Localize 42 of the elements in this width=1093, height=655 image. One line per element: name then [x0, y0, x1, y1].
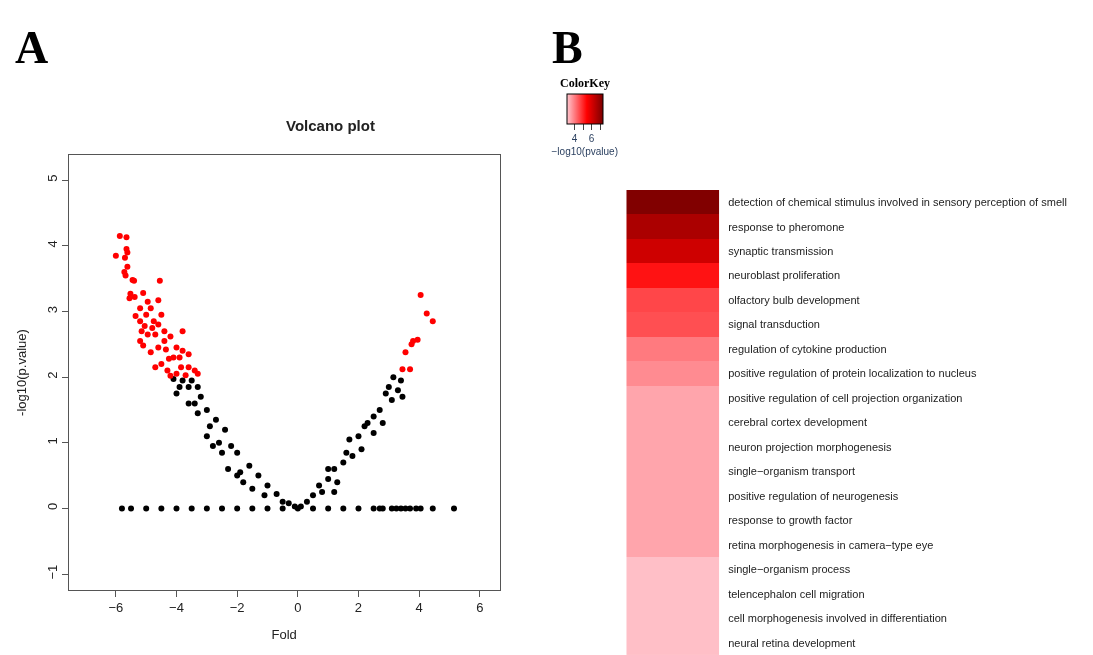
y-tick-label: positive regulation of cell projection organization — [728, 391, 963, 404]
y-tick-label: 0 — [44, 502, 60, 511]
color-bar-label: 4 — [571, 133, 578, 144]
y-tick-label: regulation of cytokine production — [728, 342, 887, 355]
y-tick-label: neuron projection morphogenesis — [728, 440, 892, 453]
y-tick-label: synaptic transmission — [728, 244, 834, 257]
y-tick-label: cerebral cortex development — [728, 416, 867, 429]
color-bar-title: −log10(pvalue) — [551, 146, 618, 157]
text: ColorKey — [560, 76, 610, 90]
color-bar-label: 6 — [588, 133, 595, 144]
text: B — [552, 22, 583, 73]
y-tick-label: 2 — [44, 371, 60, 379]
x-tick-label: −6 — [108, 600, 124, 616]
y-tick-label: single−organism transport — [728, 465, 856, 478]
y-tick-label: 5 — [44, 174, 60, 182]
y-axis-title: -log10(p.value) — [13, 329, 29, 416]
y-tick-label: signal transduction — [728, 318, 820, 331]
y-tick-label: positive regulation of neurogenesis — [728, 489, 899, 502]
text: A — [15, 22, 49, 73]
y-tick-label: −1 — [44, 564, 60, 580]
x-tick-label: −4 — [169, 600, 184, 616]
x-tick-label: −2 — [229, 600, 245, 616]
y-tick-label: response to growth factor — [728, 514, 853, 527]
y-tick-label: 4 — [44, 240, 60, 248]
x-tick-label: 6 — [476, 600, 484, 616]
x-tick-label: 0 — [294, 600, 302, 616]
y-tick-label: cell morphogenesis involved in differentiation — [728, 612, 947, 625]
y-tick-label: response to pheromone — [728, 220, 845, 233]
y-tick-label: 1 — [44, 437, 60, 445]
chart-title: Volcano plot — [286, 117, 375, 134]
y-tick-label: neuroblast proliferation — [728, 269, 841, 282]
y-tick-label: single−organism process — [728, 563, 851, 576]
y-tick-label: detection of chemical stimulus involved in sensory perception of smell — [728, 196, 1067, 209]
y-tick-label: retina morphogenesis in camera−type eye — [728, 538, 934, 551]
x-tick-label: 2 — [354, 600, 363, 616]
y-tick-label: 3 — [44, 305, 60, 314]
y-tick-label: olfactory bulb development — [728, 293, 860, 306]
x-tick-label: 4 — [415, 600, 423, 616]
y-tick-label: neural retina development — [728, 636, 856, 649]
y-tick-label: positive regulation of protein localization to nucleus — [728, 367, 977, 380]
x-axis-title: Fold — [271, 627, 297, 643]
y-tick-label: telencephalon cell migration — [728, 587, 865, 600]
